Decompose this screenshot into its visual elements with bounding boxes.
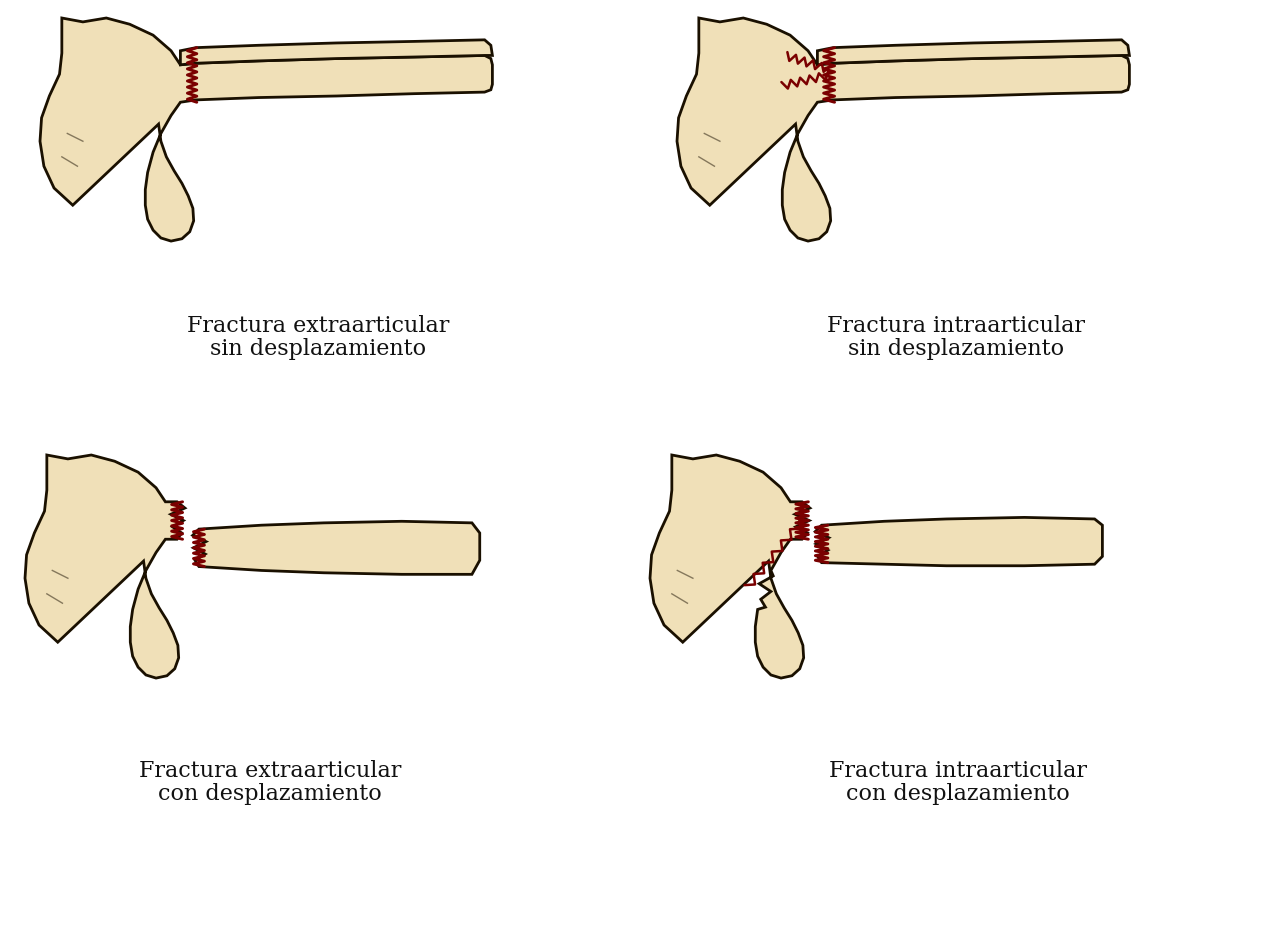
Polygon shape [817, 40, 1130, 65]
Polygon shape [815, 518, 1103, 566]
Text: Fractura intraarticular: Fractura intraarticular [827, 315, 1085, 337]
Text: sin desplazamiento: sin desplazamiento [210, 338, 426, 360]
Text: Fractura intraarticular: Fractura intraarticular [829, 760, 1088, 782]
Polygon shape [26, 455, 185, 678]
Text: Fractura extraarticular: Fractura extraarticular [139, 760, 402, 782]
Polygon shape [40, 18, 492, 241]
Text: Fractura extraarticular: Fractura extraarticular [187, 315, 449, 337]
Text: con desplazamiento: con desplazamiento [847, 783, 1070, 805]
Polygon shape [180, 40, 492, 65]
Polygon shape [677, 18, 1130, 241]
Polygon shape [193, 521, 479, 574]
Text: con desplazamiento: con desplazamiento [158, 783, 382, 805]
Polygon shape [650, 455, 810, 678]
Text: sin desplazamiento: sin desplazamiento [848, 338, 1065, 360]
